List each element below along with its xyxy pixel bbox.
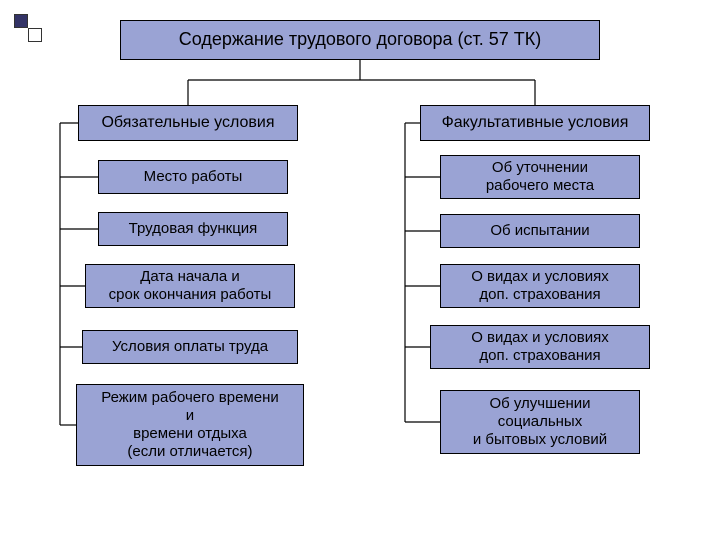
bullet-icon xyxy=(28,28,42,42)
left-item-box: Трудовая функция xyxy=(98,212,288,246)
left-item-box: Условия оплаты труда xyxy=(82,330,298,364)
bullet-icon xyxy=(14,14,28,28)
right-item-box: О видах и условиях доп. страхования xyxy=(430,325,650,369)
left-header-box: Обязательные условия xyxy=(78,105,298,141)
right-header-box: Факультативные условия xyxy=(420,105,650,141)
right-item-box: О видах и условиях доп. страхования xyxy=(440,264,640,308)
right-item-box: Об испытании xyxy=(440,214,640,248)
right-item-box: Об улучшении социальных и бытовых услови… xyxy=(440,390,640,454)
left-item-box: Режим рабочего времени и времени отдыха … xyxy=(76,384,304,466)
title-box: Содержание трудового договора (ст. 57 ТК… xyxy=(120,20,600,60)
left-item-box: Место работы xyxy=(98,160,288,194)
left-item-box: Дата начала и срок окончания работы xyxy=(85,264,295,308)
right-item-box: Об уточнении рабочего места xyxy=(440,155,640,199)
